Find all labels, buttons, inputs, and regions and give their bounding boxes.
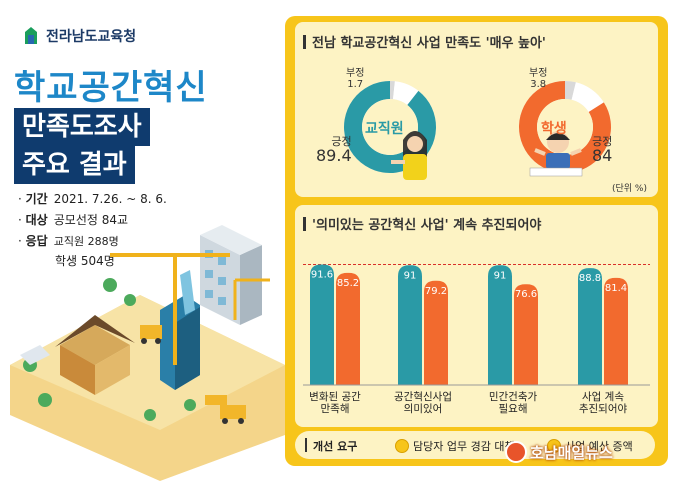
respond-label: 응답 <box>25 234 48 248</box>
continuation-title: '의미있는 공간혁신 사업' 계속 추진되어야 <box>303 214 541 233</box>
check-icon <box>395 439 409 453</box>
bar-value-label: 91 <box>404 270 417 281</box>
bar <box>336 272 360 385</box>
unit-label: (단위 %) <box>612 184 647 194</box>
bar <box>488 265 512 385</box>
info-target: · 대상 공모선정 84교 <box>18 213 129 227</box>
info-respond: · 응답 교직원 288명 <box>18 234 119 248</box>
target-value: 공모선정 84교 <box>53 213 129 227</box>
x-tick-label: 공간혁신사업 의미있어 <box>394 391 452 415</box>
bar <box>514 284 538 385</box>
teacher-figure <box>391 131 427 180</box>
bar-value-label: 76.6 <box>515 289 537 300</box>
donut-student <box>519 81 611 173</box>
student-center-label: 학생 <box>541 121 567 137</box>
donut-segment-other <box>392 81 419 105</box>
subtitle-line2: 주요 결과 <box>14 146 135 184</box>
improvement-item2: 사업 예산 증액 <box>565 440 633 453</box>
period-value: 2021. 7.26. ~ 8. 6. <box>53 192 167 206</box>
staff-center-label: 교직원 <box>365 121 404 137</box>
bar <box>310 264 334 385</box>
bar-value-label: 81.4 <box>605 283 627 294</box>
student-positive-label: 긍정 84 <box>592 135 613 165</box>
target-label: 대상 <box>25 213 48 227</box>
watermark-icon <box>505 441 527 463</box>
bar-value-label: 91 <box>494 270 507 281</box>
bar-value-label: 79.2 <box>425 286 447 297</box>
bar <box>398 265 422 385</box>
donut-segment-negative <box>565 81 576 100</box>
bar <box>578 268 602 385</box>
period-label: 기간 <box>25 192 48 206</box>
donut-segment-negative <box>390 81 395 100</box>
subtitle-line1: 만족도조사 <box>14 108 150 146</box>
bar-value-label: 91.6 <box>311 269 333 280</box>
improvement-bar: 개선 요구 담당자 업무 경감 대책 사업 예산 증액 <box>295 431 655 459</box>
staff-negative-label: 부정 1.7 <box>346 68 365 90</box>
donut-segment-other <box>571 82 604 112</box>
respond-students: 학생 504명 <box>55 254 115 268</box>
logo-icon <box>22 26 40 46</box>
check-icon <box>547 439 561 453</box>
x-tick-label: 민간건축가 필요해 <box>488 391 538 415</box>
donut-segment-positive <box>519 81 611 173</box>
bar-chart: 91.6 85.2 91 79.2 91 76.6 88.8 81.4 <box>303 263 650 386</box>
improvement-label: 개선 요구 <box>313 440 358 453</box>
bar <box>424 280 448 385</box>
student-figure <box>529 131 583 177</box>
main-title: 학교공간혁신 <box>14 68 208 108</box>
info-period: · 기간 2021. 7.26. ~ 8. 6. <box>18 192 167 206</box>
satisfaction-title: 전남 학교공간혁신 사업 만족도 '매우 높아' <box>303 32 546 51</box>
staff-positive-label: 긍정 89.4 <box>316 135 352 165</box>
logo-text: 전라남도교육청 <box>46 29 137 45</box>
bar <box>604 277 628 385</box>
bar-value-label: 85.2 <box>337 278 359 289</box>
construction-illustration <box>10 225 285 481</box>
bar-value-label: 88.8 <box>579 273 601 284</box>
x-tick-label: 변화된 공간 만족해 <box>309 391 361 415</box>
respond-staff: 교직원 288명 <box>53 235 119 248</box>
left-panel: 전라남도교육청 학교공간혁신 만족도조사 주요 결과 · 기간 2021. 7.2… <box>0 0 285 481</box>
donut-charts <box>344 81 611 180</box>
x-tick-label: 사업 계속 추진되어야 <box>578 391 628 415</box>
watermark: 호남매일뉴스 <box>505 441 613 463</box>
logo: 전라남도교육청 <box>22 26 136 46</box>
improvement-item1: 담당자 업무 경감 대책 <box>413 440 515 453</box>
student-negative-label: 부정 3.8 <box>529 68 548 90</box>
